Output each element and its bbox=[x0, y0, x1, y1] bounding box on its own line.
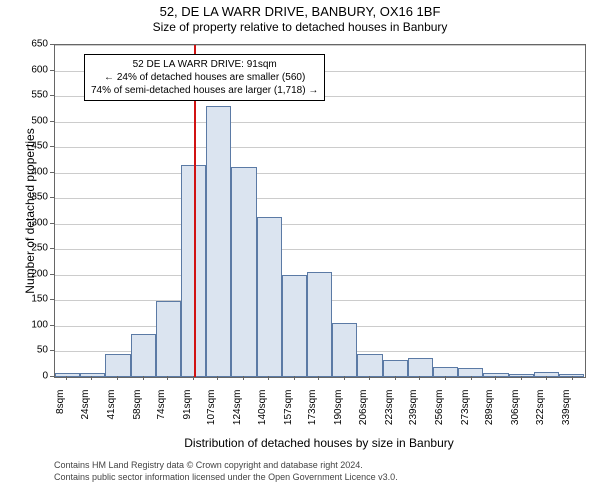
histogram-bar bbox=[156, 301, 181, 377]
footer-line2: Contains public sector information licen… bbox=[54, 472, 398, 484]
x-tick-label: 306sqm bbox=[510, 390, 521, 440]
x-axis-label: Distribution of detached houses by size … bbox=[54, 436, 584, 450]
histogram-bar bbox=[408, 358, 433, 377]
y-tick-label: 0 bbox=[0, 371, 48, 382]
footer-line1: Contains HM Land Registry data © Crown c… bbox=[54, 460, 398, 472]
histogram-bar bbox=[105, 354, 130, 377]
x-tick-label: 124sqm bbox=[232, 390, 243, 440]
x-tick-label: 322sqm bbox=[535, 390, 546, 440]
x-tick-label: 24sqm bbox=[80, 390, 91, 440]
y-tick-label: 650 bbox=[0, 39, 48, 50]
x-tick-label: 41sqm bbox=[106, 390, 117, 440]
x-tick-label: 206sqm bbox=[358, 390, 369, 440]
x-tick-label: 239sqm bbox=[408, 390, 419, 440]
x-tick-label: 289sqm bbox=[484, 390, 495, 440]
histogram-bar bbox=[131, 334, 156, 377]
histogram-bar bbox=[206, 106, 231, 377]
annotation-line1: 52 DE LA WARR DRIVE: 91sqm bbox=[91, 58, 318, 71]
histogram-bar bbox=[332, 323, 357, 377]
x-tick-label: 140sqm bbox=[257, 390, 268, 440]
x-tick-label: 58sqm bbox=[132, 390, 143, 440]
x-tick-label: 190sqm bbox=[333, 390, 344, 440]
histogram-bar bbox=[357, 354, 382, 377]
chart-title: 52, DE LA WARR DRIVE, BANBURY, OX16 1BF bbox=[0, 4, 600, 19]
y-axis-label: Number of detached properties bbox=[23, 111, 37, 311]
x-tick-label: 107sqm bbox=[206, 390, 217, 440]
footer: Contains HM Land Registry data © Crown c… bbox=[54, 460, 398, 483]
histogram-bar bbox=[80, 373, 105, 377]
histogram-bar bbox=[307, 272, 332, 377]
x-tick-label: 91sqm bbox=[182, 390, 193, 440]
annotation-box: 52 DE LA WARR DRIVE: 91sqm ← 24% of deta… bbox=[84, 54, 325, 101]
y-tick-label: 600 bbox=[0, 64, 48, 75]
histogram-bar bbox=[257, 217, 282, 377]
histogram-bar bbox=[55, 373, 80, 377]
x-tick-label: 273sqm bbox=[460, 390, 471, 440]
y-tick-label: 50 bbox=[0, 345, 48, 356]
x-tick-label: 339sqm bbox=[561, 390, 572, 440]
x-tick-label: 223sqm bbox=[384, 390, 395, 440]
histogram-bar bbox=[383, 360, 408, 377]
x-tick-label: 8sqm bbox=[55, 390, 66, 440]
histogram-bar bbox=[231, 167, 256, 377]
x-tick-label: 74sqm bbox=[156, 390, 167, 440]
chart-subtitle: Size of property relative to detached ho… bbox=[0, 20, 600, 34]
annotation-line3: 74% of semi-detached houses are larger (… bbox=[91, 84, 318, 97]
x-tick-label: 256sqm bbox=[434, 390, 445, 440]
y-tick-label: 100 bbox=[0, 319, 48, 330]
annotation-line2: ← 24% of detached houses are smaller (56… bbox=[91, 71, 318, 84]
histogram-bar bbox=[282, 275, 307, 377]
x-tick-label: 157sqm bbox=[283, 390, 294, 440]
chart-container: 52, DE LA WARR DRIVE, BANBURY, OX16 1BF … bbox=[0, 4, 600, 504]
x-tick-label: 173sqm bbox=[307, 390, 318, 440]
y-tick-label: 550 bbox=[0, 90, 48, 101]
